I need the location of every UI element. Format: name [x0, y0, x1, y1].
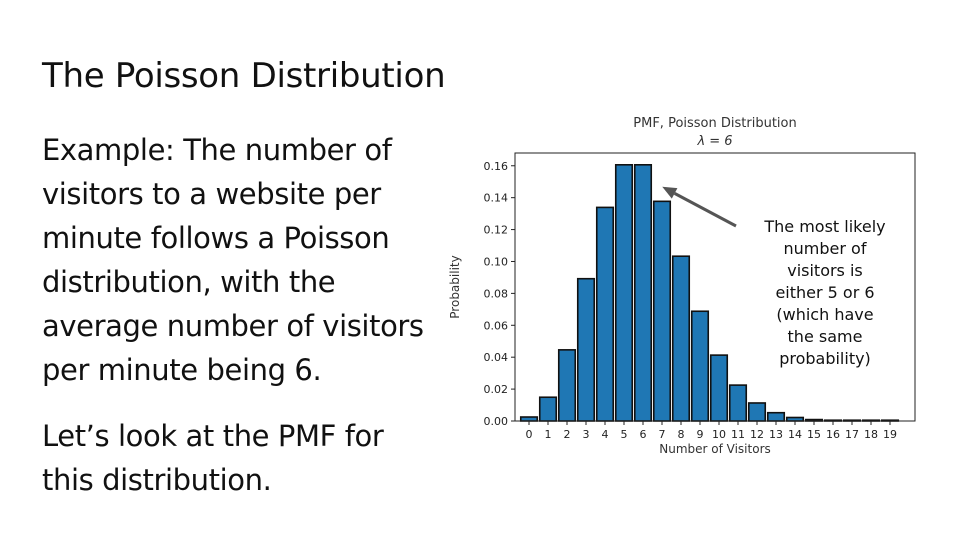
x-axis-label: Number of Visitors [659, 442, 771, 456]
x-tick-label: 0 [526, 428, 533, 441]
chart-bar [557, 349, 577, 422]
text-line: Example: The number of [42, 133, 392, 167]
x-tick-label: 1 [545, 428, 552, 441]
x-tick-label: 8 [678, 428, 685, 441]
text-line: minute follows a Poisson [42, 221, 390, 255]
y-tick-label: 0.16 [484, 160, 509, 173]
y-tick-label: 0.08 [484, 287, 509, 300]
chart-bar [766, 411, 786, 422]
chart-bar [690, 310, 710, 422]
x-tick-label: 14 [788, 428, 802, 441]
plot-frame [514, 152, 916, 422]
chart-bar [614, 164, 634, 422]
x-tick-label: 4 [602, 428, 609, 441]
annotation-line: number of [783, 239, 867, 258]
text-line: average number of visitors [42, 309, 424, 343]
y-tick-label: 0.12 [484, 224, 509, 237]
x-tick-label: 19 [883, 428, 897, 441]
x-tick-label: 2 [564, 428, 571, 441]
pmf-chart-svg: PMF, Poisson Distribution λ = 6 0.00 0.02 0.… [448, 116, 916, 456]
chart-bar [728, 384, 748, 422]
x-tick-label: 12 [750, 428, 764, 441]
slide-title: The Poisson Distribution [42, 56, 446, 96]
annotation-line: The most likely [764, 217, 886, 236]
chart-bar [652, 200, 672, 422]
x-tick-label: 17 [845, 428, 859, 441]
chart-bar [595, 206, 615, 422]
x-tick-label: 18 [864, 428, 878, 441]
text-line: distribution, with the [42, 265, 336, 299]
chart-bar [519, 416, 539, 422]
text-line: this distribution. [42, 463, 272, 497]
x-tick-label: 9 [697, 428, 704, 441]
chart-subtitle: λ = 6 [696, 134, 732, 149]
annotation-line: either 5 or 6 [775, 283, 875, 302]
text-line: per minute being 6. [42, 353, 322, 387]
chart-annotation: The most likely number of visitors is ei… [755, 216, 895, 370]
chart-bar [785, 416, 805, 422]
x-tick-label: 3 [583, 428, 590, 441]
y-axis-label: Probability [448, 255, 462, 318]
y-tick-label: 0.04 [484, 351, 509, 364]
chart-bar [538, 396, 558, 422]
chart-bar [671, 255, 691, 422]
text-line: Let’s look at the PMF for [42, 419, 384, 453]
y-tick-label: 0.10 [484, 255, 509, 268]
example-paragraph: Example: The number of visitors to a web… [42, 128, 442, 392]
chart-title: PMF, Poisson Distribution [633, 116, 796, 131]
chart-bar [576, 277, 596, 422]
annotation-line: the same [787, 327, 863, 346]
x-tick-label: 10 [712, 428, 726, 441]
x-tick-label: 13 [769, 428, 783, 441]
x-tick-label: 6 [640, 428, 647, 441]
chart-bar [633, 164, 653, 422]
x-tick-label: 5 [621, 428, 628, 441]
pmf-chart: PMF, Poisson Distribution λ = 6 0.00 0.02 0.… [440, 108, 940, 468]
annotation-line: visitors is [787, 261, 863, 280]
y-tick-label: 0.00 [484, 415, 509, 428]
chart-bar [747, 402, 767, 422]
annotation-line: probability) [779, 349, 871, 368]
x-tick-label: 15 [807, 428, 821, 441]
y-tick-label: 0.14 [484, 192, 509, 205]
text-line: visitors to a website per [42, 177, 381, 211]
y-tick-label: 0.06 [484, 319, 509, 332]
x-tick-label: 7 [659, 428, 666, 441]
annotation-arrow-line [673, 192, 737, 228]
y-tick-label: 0.02 [484, 383, 509, 396]
x-tick-label: 11 [731, 428, 745, 441]
annotation-arrow-head [662, 186, 678, 199]
x-tick-label: 16 [826, 428, 840, 441]
annotation-line: (which have [776, 305, 874, 324]
chart-bar [709, 354, 729, 422]
pmf-paragraph: Let’s look at the PMF for this distribut… [42, 414, 442, 502]
